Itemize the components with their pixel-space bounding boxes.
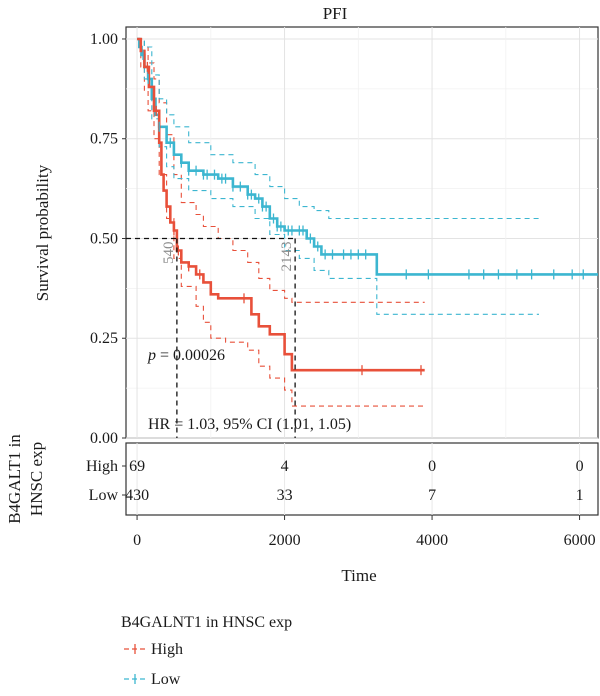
risk-row-label-high: High — [86, 458, 118, 475]
y-tick-label: 0.25 — [90, 330, 118, 347]
confidence-bands — [137, 38, 539, 407]
legend-label-high: High — [151, 641, 183, 658]
y-tick-label: 1.00 — [90, 31, 118, 48]
hr-annotation: HR = 1.03, 95% CI (1.01, 1.05) — [148, 416, 351, 433]
legend-items: High Low — [124, 641, 183, 688]
legend: B4GALNT1 in HNSC exp High Low — [121, 614, 292, 688]
risk-table-ylabel-line1: B4GALT1 in — [5, 434, 24, 524]
y-axis-ticks: 0.00 0.25 0.50 0.75 1.00 — [90, 31, 126, 447]
chart-title: PFI — [323, 4, 348, 23]
risk-count: 7 — [428, 487, 436, 504]
legend-title: B4GALNT1 in HNSC exp — [121, 614, 292, 631]
median-label-high: 540 — [161, 241, 177, 264]
legend-label-low: Low — [151, 671, 181, 688]
x-axis-label: Time — [341, 566, 376, 585]
pvalue-prefix: p — [147, 347, 156, 364]
grid — [126, 27, 598, 439]
risk-table-grid — [136, 443, 581, 515]
risk-table-rows: High 69 4 0 0 Low 430 33 7 1 — [86, 458, 584, 504]
x-tick-label: 4000 — [416, 532, 448, 549]
risk-count: 69 — [129, 458, 145, 475]
x-axis-ticks: 0 2000 4000 6000 — [133, 515, 596, 549]
risk-count: 0 — [428, 458, 436, 475]
x-tick-label: 0 — [133, 532, 141, 549]
risk-table-panel — [125, 442, 599, 516]
y-tick-label: 0.75 — [90, 131, 118, 148]
risk-count: 0 — [576, 458, 584, 475]
pvalue-value: = 0.00026 — [156, 347, 225, 364]
risk-count: 430 — [125, 487, 149, 504]
y-axis-label: Survival probability — [33, 164, 52, 301]
censor-marks — [142, 49, 584, 376]
curve-high — [137, 37, 425, 372]
risk-count: 33 — [277, 487, 293, 504]
risk-count: 4 — [281, 458, 289, 475]
y-tick-label: 0.50 — [90, 230, 118, 247]
survival-curves — [137, 37, 598, 372]
pvalue-annotation: p = 0.00026 — [147, 347, 225, 364]
median-lines: 540 2143 — [126, 237, 296, 438]
ci-lower-high — [137, 38, 425, 407]
y-tick-label: 0.00 — [90, 430, 118, 447]
risk-count: 1 — [576, 487, 584, 504]
ci-lower-low — [137, 38, 539, 315]
median-label-low: 2143 — [279, 241, 295, 271]
x-tick-label: 2000 — [269, 532, 301, 549]
risk-table-ylabel-line2: HNSC exp — [27, 442, 46, 516]
x-tick-label: 6000 — [564, 532, 596, 549]
risk-row-label-low: Low — [89, 487, 119, 504]
ci-upper-low — [137, 38, 539, 220]
